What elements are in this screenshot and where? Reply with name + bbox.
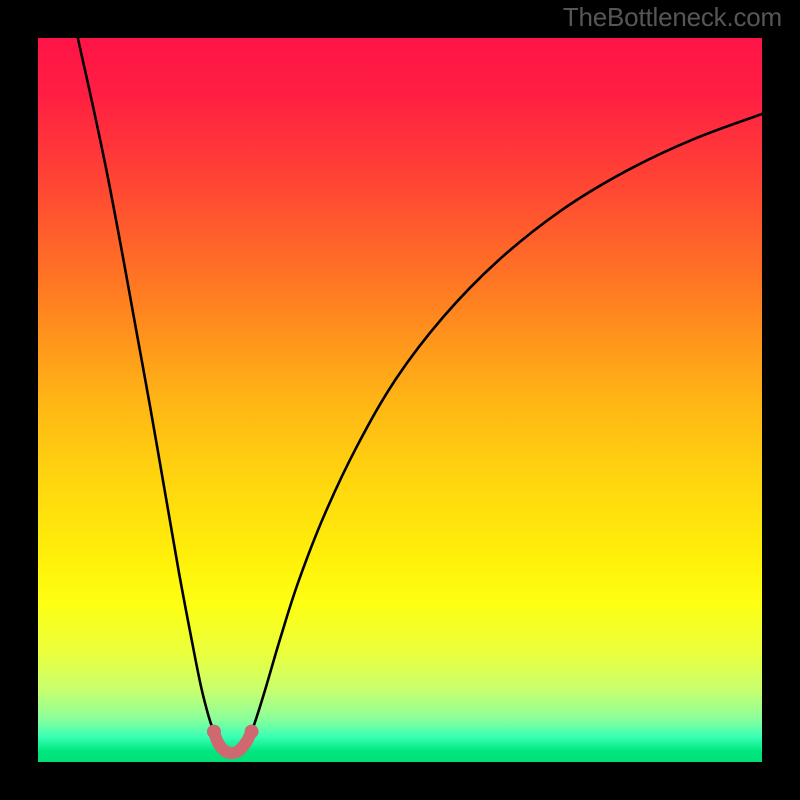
plot-area — [38, 38, 762, 762]
plot-border — [38, 38, 762, 762]
chart-stage: TheBottleneck.com — [0, 0, 800, 800]
watermark-text: TheBottleneck.com — [563, 2, 782, 33]
